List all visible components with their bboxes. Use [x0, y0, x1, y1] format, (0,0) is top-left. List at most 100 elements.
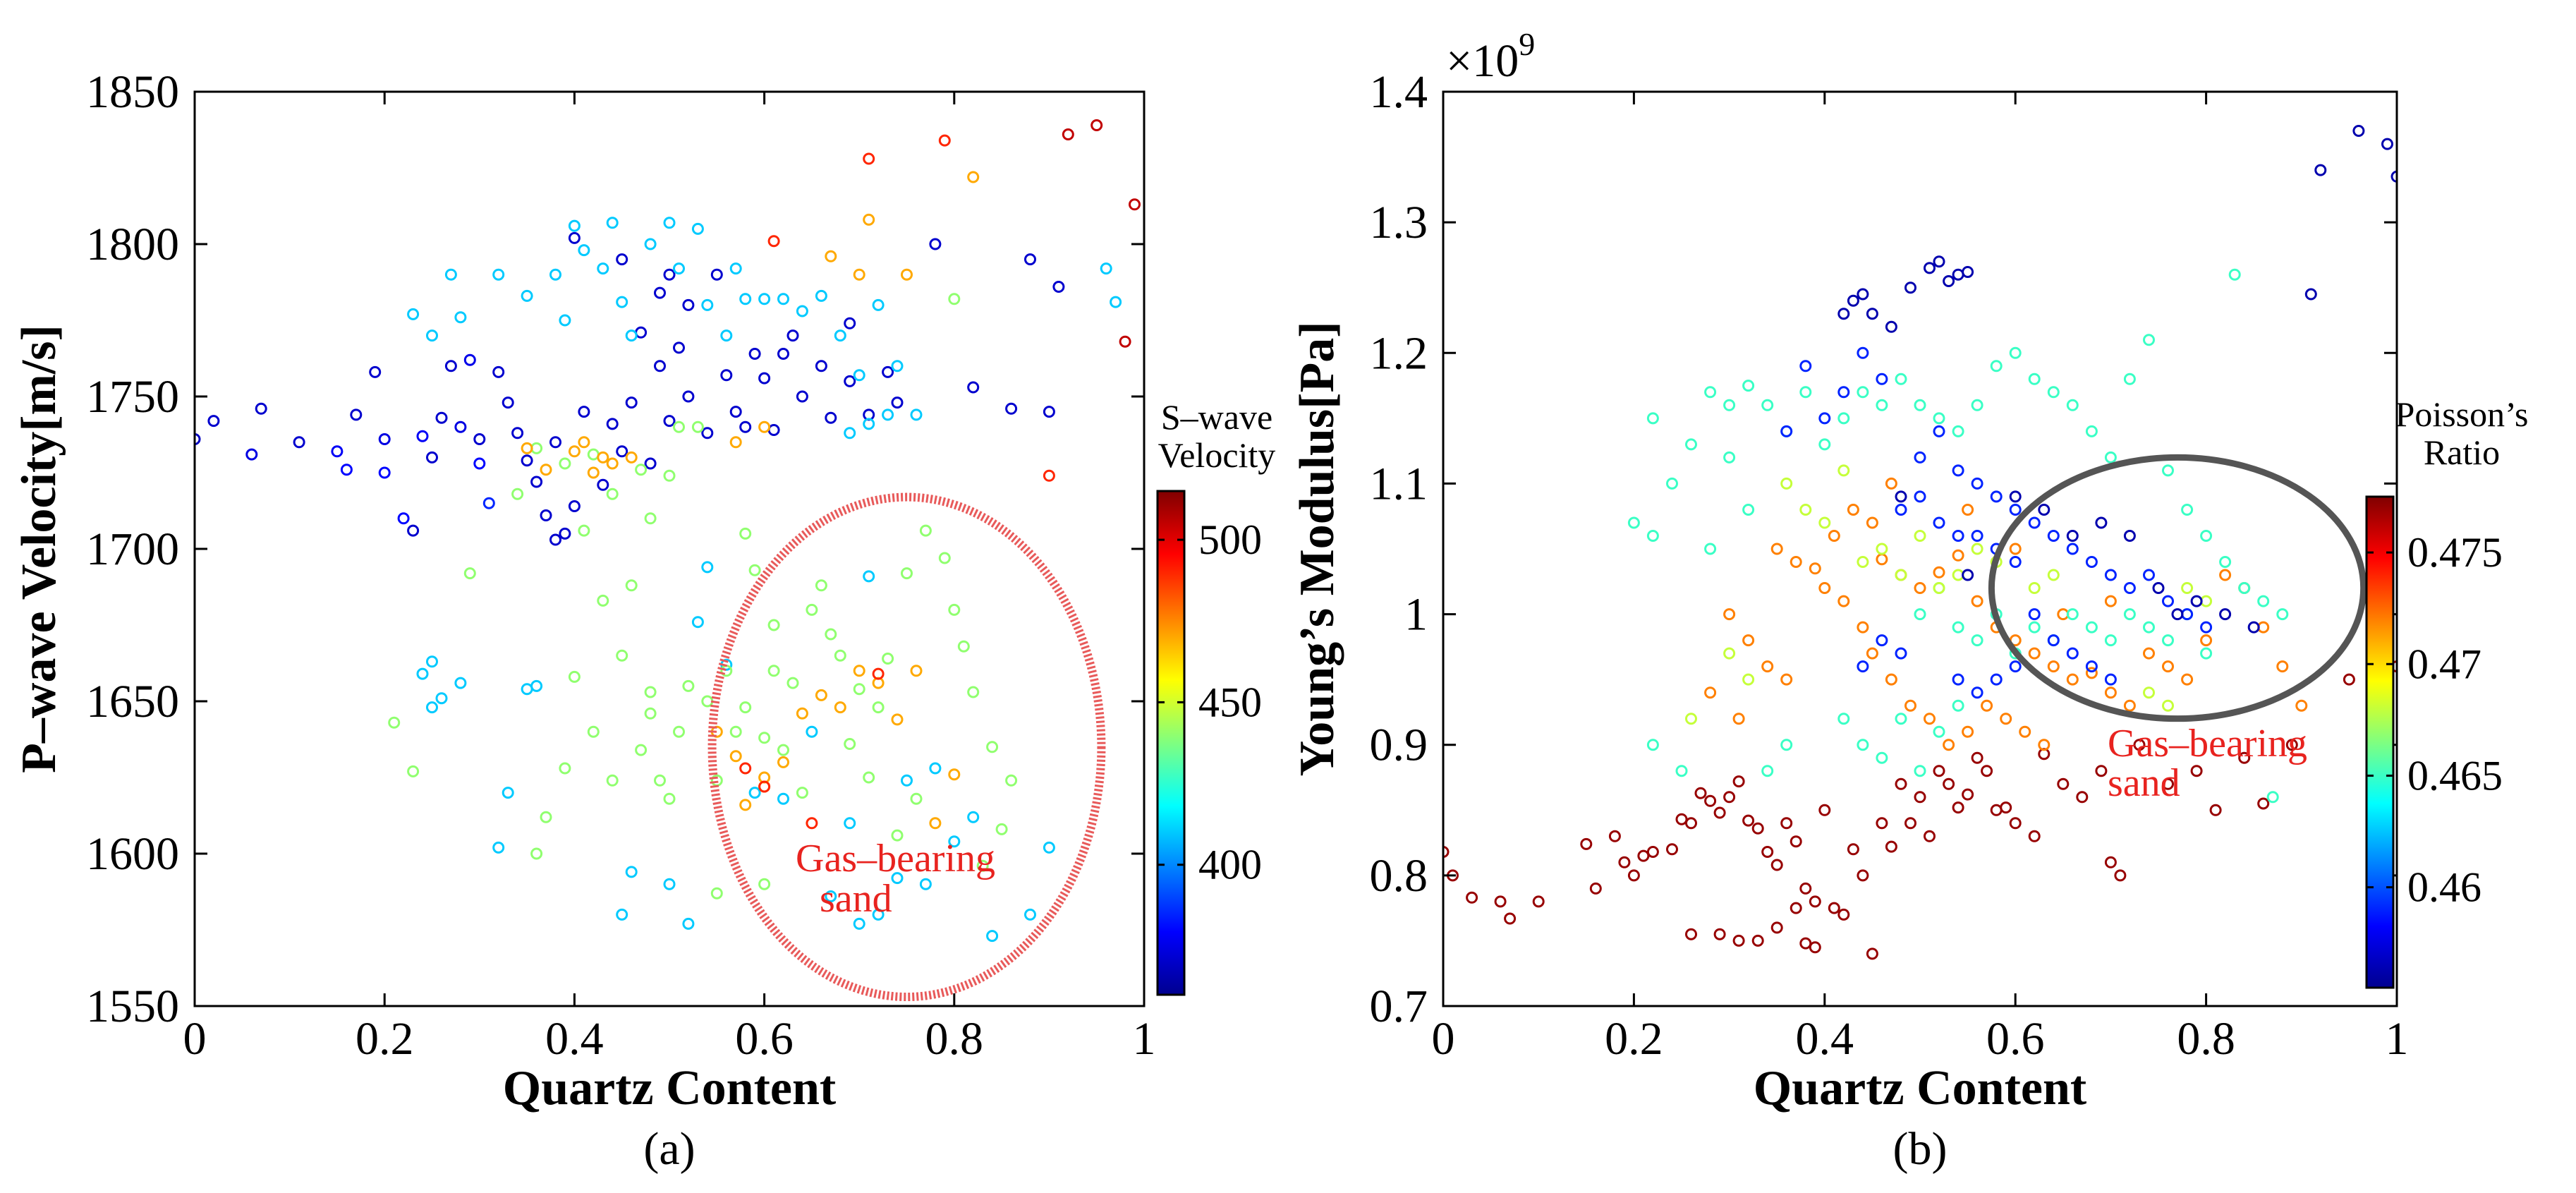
panel-b-colorbar-tick-label: 0.46: [2407, 864, 2481, 911]
panel-b-point: [2028, 621, 2041, 634]
panel-a-point: [654, 286, 666, 299]
panel-a-point: [606, 774, 619, 787]
panel-a-point: [777, 348, 789, 360]
panel-b-point: [2247, 621, 2260, 634]
panel-a-point: [663, 878, 676, 890]
panel-a-point: [673, 262, 685, 275]
panel-b-point: [2085, 556, 2098, 568]
panel-a-point: [521, 683, 533, 696]
panel-b-point: [2085, 621, 2098, 634]
panel-a-point: [720, 369, 733, 382]
panel-a-point: [815, 289, 827, 302]
panel-b-point: [1924, 262, 1936, 274]
panel-a-point: [1024, 253, 1036, 266]
panel-a-point: [1129, 198, 1141, 211]
panel-b-point: [1666, 843, 1678, 856]
panel-b-point: [1799, 882, 1812, 895]
panel-b-point: [2266, 791, 2279, 804]
panel-a-point: [644, 707, 657, 720]
panel-a-gas-sand-ellipse: [707, 492, 1106, 1002]
panel-b-point: [2066, 608, 2079, 621]
panel-b-point: [1952, 621, 1964, 634]
panel-a-point: [882, 653, 894, 665]
panel-b-point: [2162, 777, 2174, 790]
panel-b-point: [2104, 673, 2117, 686]
panel-a-ylabel: P–wave Velocity[m/s]: [12, 325, 66, 773]
panel-b-point: [1742, 814, 1755, 827]
panel-b-point: [2257, 797, 2270, 810]
panel-a-point: [891, 713, 904, 726]
panel-b-point: [1866, 308, 1878, 320]
panel-a-point: [454, 311, 467, 324]
panel-a-point: [748, 348, 761, 360]
panel-b-point: [1723, 399, 1736, 411]
panel-b-point: [1990, 360, 2003, 373]
panel-b-point: [1580, 837, 1593, 850]
panel-a-point: [853, 917, 865, 930]
panel-b-xtick-label: 1: [2386, 1013, 2409, 1065]
panel-a-point: [625, 866, 638, 878]
panel-a-colorbar-tick-label: 500: [1198, 516, 1262, 563]
panel-b-point: [2314, 164, 2327, 176]
panel-a-point: [378, 466, 391, 479]
panel-b-point: [2009, 346, 2022, 359]
panel-b-point: [2200, 530, 2213, 542]
panel-a-point: [255, 402, 267, 415]
panel-b-point: [2171, 608, 2184, 621]
panel-b-point: [1770, 921, 1783, 934]
panel-a-point: [815, 689, 827, 701]
panel-b-point: [1895, 504, 1907, 516]
panel-a-point: [758, 878, 771, 890]
panel-a-point: [825, 411, 837, 424]
panel-a-point: [502, 396, 514, 409]
panel-a-ytick-label: 1600: [86, 828, 179, 880]
panel-a-point: [767, 235, 780, 248]
panel-b-point: [1990, 490, 2003, 503]
panel-b-point: [2228, 268, 2241, 281]
panel-b-point: [1933, 765, 1945, 777]
panel-b-point: [1837, 908, 1850, 921]
panel-b-point: [1809, 941, 1821, 954]
panel-b-point: [1666, 477, 1678, 490]
panel-b-point: [2104, 569, 2117, 581]
panel-b-point: [1857, 660, 1869, 673]
panel-b-point: [2095, 516, 2108, 529]
panel-b-point: [2381, 138, 2393, 150]
panel-b-point: [1837, 412, 1850, 425]
panel-a-point: [350, 408, 363, 421]
panel-b-point: [1742, 634, 1755, 647]
panel-b-point: [1952, 699, 1964, 712]
panel-b-point: [1952, 530, 1964, 542]
panel-b-point: [1933, 582, 1945, 594]
panel-b-point: [1751, 934, 1764, 947]
panel-a-point: [616, 908, 628, 921]
panel-a-point: [663, 268, 676, 281]
panel-a-point: [568, 231, 581, 244]
panel-a-point: [597, 594, 609, 607]
panel-b-point: [1904, 817, 1916, 830]
panel-a-point: [654, 774, 666, 787]
panel-b-point: [1914, 490, 1926, 503]
panel-b-colorbar-title-line-1: Poisson’s: [2395, 394, 2529, 434]
panel-a-point: [1119, 335, 1131, 348]
panel-b-point: [2019, 725, 2031, 738]
panel-a-point: [796, 707, 808, 720]
panel-b-point: [2057, 777, 2070, 790]
panel-b-point: [1885, 840, 1897, 853]
panel-a-point: [948, 603, 961, 616]
panel-b-point: [1837, 308, 1850, 320]
panel-b-point: [2352, 125, 2365, 137]
panel-a-point: [568, 219, 581, 232]
panel-a-point: [796, 305, 808, 317]
panel-a-point: [844, 317, 856, 329]
panel-a-point: [872, 701, 885, 714]
panel-b-point: [1685, 713, 1697, 725]
panel-a-point: [815, 579, 827, 592]
panel-a-point: [597, 262, 609, 275]
panel-b-point: [1952, 425, 1964, 437]
panel-a-point: [1090, 119, 1103, 131]
panel-b-xtick-label: 0.4: [1796, 1013, 1854, 1065]
panel-b-xtick-label: 0: [1432, 1013, 1455, 1065]
panel-b-point: [2200, 634, 2213, 647]
panel-b-point: [2009, 504, 2022, 516]
